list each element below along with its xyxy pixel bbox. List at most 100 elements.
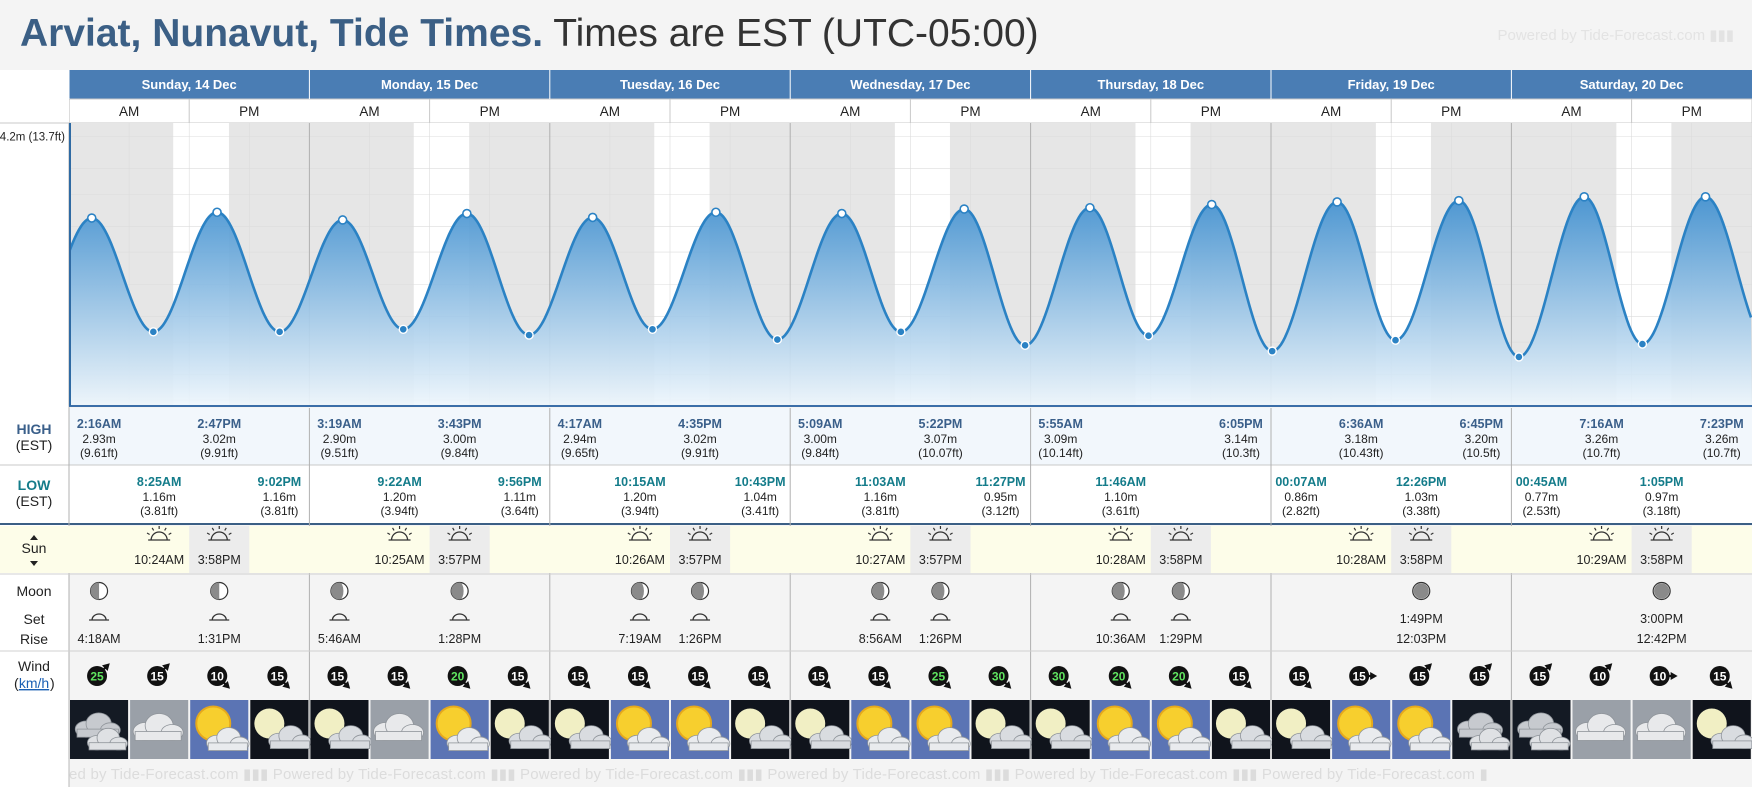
sunset-time: 3:57PM <box>438 553 481 567</box>
low-tide-point <box>1637 339 1648 349</box>
high-tide-time: 5:55AM <box>1038 417 1082 431</box>
high-tide-time: 4:35PM <box>678 417 722 431</box>
wind-badge <box>1469 666 1490 686</box>
wind-speed: 15 <box>1232 670 1246 684</box>
label-mask <box>0 99 69 123</box>
sunrise-time: 10:28AM <box>1096 553 1146 567</box>
high-row-bg <box>69 408 1752 465</box>
sun-cloud-weather-icon <box>1332 700 1392 759</box>
moon-cloud-weather-icon <box>1272 700 1334 759</box>
high-tide-point <box>1332 197 1342 207</box>
wind-arrowhead-icon <box>342 680 351 689</box>
wind-speed: 10 <box>211 670 225 684</box>
wind-arrowhead-icon <box>101 663 110 672</box>
moon-phase-icon <box>89 581 109 601</box>
cloudy-weather-icon <box>130 700 189 759</box>
sunrise-time: 10:29AM <box>1577 553 1627 567</box>
wind-speed: 15 <box>391 670 405 684</box>
low-tide-feet: (3.64ft) <box>501 504 539 518</box>
wind-arrowhead-icon <box>1670 672 1678 680</box>
low-tide-point <box>398 324 408 334</box>
moonset-time: 1:26PM <box>679 632 722 646</box>
pm-label: PM <box>1682 104 1702 119</box>
sunset-time: 3:58PM <box>198 553 241 567</box>
wind-unit-paren-close: ) <box>50 675 55 691</box>
high-tide-point <box>1454 195 1464 206</box>
low-tide-meters: 1.04m <box>743 490 776 504</box>
low-tide-point <box>1267 346 1277 356</box>
low-tide-meters: 1.16m <box>142 490 175 504</box>
sunset-icon <box>1649 526 1675 541</box>
high-tide-point <box>212 207 222 218</box>
moonrise-time: 12:03PM <box>1396 632 1446 646</box>
moonrise-icon <box>1110 613 1131 621</box>
moonrise-icon <box>870 613 891 621</box>
high-tide-time: 2:47PM <box>197 417 241 431</box>
moon-phase-icon <box>210 581 229 601</box>
sun-cloud-weather-icon <box>911 700 971 759</box>
powered-by-footer[interactable]: ed by Tide-Forecast.com ▮▮▮ Powered by T… <box>69 766 1488 783</box>
sun-down-arrow-icon <box>30 561 38 566</box>
moon-phase-icon <box>630 581 650 601</box>
moon-row-label: Moon <box>16 583 51 599</box>
low-row-tz: (EST) <box>16 493 53 509</box>
wind-unit-link[interactable]: km/h <box>19 675 49 691</box>
sunset-icon <box>1408 526 1434 541</box>
low-row-label: LOW <box>18 477 51 493</box>
high-tide-feet: (10.07ft) <box>918 446 963 460</box>
sun-cloud-weather-icon <box>671 700 731 759</box>
am-label: AM <box>1561 104 1581 119</box>
moonset-icon <box>1170 613 1191 621</box>
moon-cloud-weather-icon <box>250 700 312 759</box>
moonset-icon <box>209 613 230 621</box>
high-tide-time: 5:09AM <box>798 417 842 431</box>
wind-badge <box>87 666 108 686</box>
low-tide-time: 10:15AM <box>614 475 665 489</box>
high-tide-meters: 3.02m <box>683 432 716 446</box>
low-tide-time: 8:25AM <box>137 475 181 489</box>
moonrise-icon <box>629 613 650 621</box>
wind-speed: 15 <box>1473 670 1487 684</box>
am-label: AM <box>840 104 860 119</box>
high-tide-point <box>462 208 472 219</box>
wind-badge <box>1709 666 1730 686</box>
high-tide-meters: 3.09m <box>1044 432 1077 446</box>
wind-badge <box>868 666 889 686</box>
low-tide-point <box>772 334 783 345</box>
wind-arrowhead-icon <box>1484 663 1493 672</box>
day-label: Monday, 15 Dec <box>381 77 478 92</box>
tide-line <box>69 195 1752 359</box>
wind-arrowhead-icon <box>1303 680 1312 689</box>
high-row-label: HIGH <box>17 421 52 437</box>
high-tide-meters: 3.20m <box>1465 432 1498 446</box>
wind-arrowhead-icon <box>883 680 892 689</box>
high-tide-time: 3:19AM <box>317 417 361 431</box>
day-header-bar <box>0 70 1752 99</box>
sunset-time: 3:58PM <box>1400 553 1443 567</box>
moonset-time: 1:26PM <box>919 632 962 646</box>
low-tide-time: 9:02PM <box>257 475 301 489</box>
sunset-icon <box>687 526 713 541</box>
moon-phase-icon <box>690 581 710 601</box>
high-tide-meters: 3.00m <box>443 432 476 446</box>
high-tide-point <box>337 215 348 225</box>
wind-badge <box>567 666 588 686</box>
wind-badge <box>447 666 468 686</box>
sunrise-time: 10:27AM <box>855 553 905 567</box>
low-tide-meters: 1.16m <box>263 490 296 504</box>
night-cloudy-weather-icon <box>1512 700 1571 759</box>
high-row-tz: (EST) <box>16 437 53 453</box>
high-tide-meters: 3.14m <box>1224 432 1257 446</box>
y-axis-label-top: 4.2m (13.7ft) <box>0 131 65 143</box>
wind-speed: 10 <box>1593 670 1607 684</box>
powered-by-top[interactable]: Powered by Tide-Forecast.com ▮▮▮ <box>1497 27 1734 44</box>
wind-arrowhead-icon <box>642 680 651 689</box>
day-label: Tuesday, 16 Dec <box>620 77 720 92</box>
wind-arrowhead-icon <box>1544 663 1553 672</box>
am-label: AM <box>1321 104 1341 119</box>
low-tide-feet: (3.12ft) <box>982 504 1020 518</box>
wind-badge <box>147 666 168 686</box>
low-tide-feet: (2.53ft) <box>1522 504 1560 518</box>
moon-cloud-weather-icon <box>550 700 613 759</box>
